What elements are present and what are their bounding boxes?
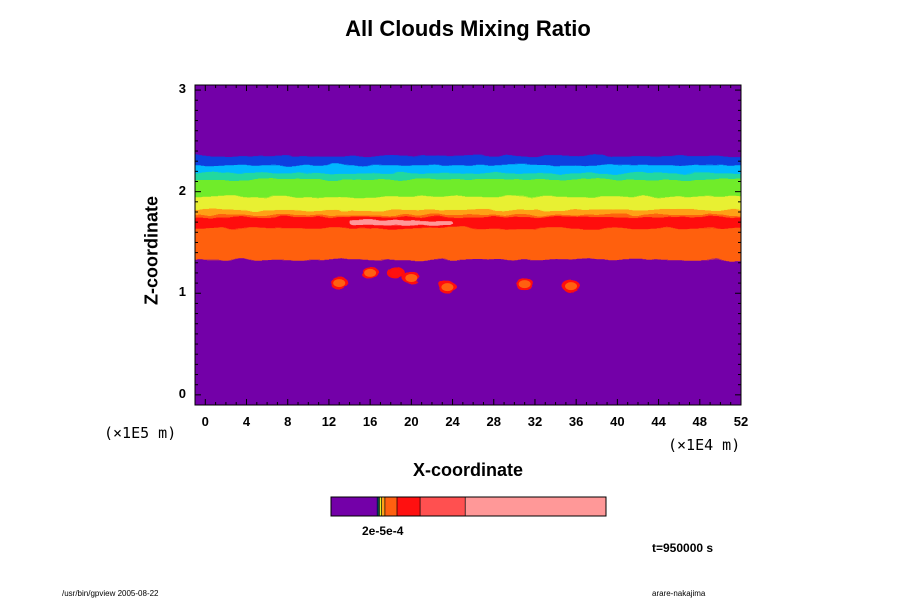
cloud-blob-core bbox=[333, 279, 346, 288]
colorbar-band bbox=[379, 497, 382, 516]
x-axis-label: X-coordinate bbox=[412, 460, 523, 480]
x-tick-label: 40 bbox=[610, 414, 625, 429]
x-scale-label: (×1E4 m) bbox=[668, 436, 741, 454]
colorbar-band bbox=[381, 497, 385, 516]
x-tick-label: 16 bbox=[362, 414, 378, 429]
x-tick-label: 12 bbox=[321, 414, 337, 429]
colorbar-band bbox=[331, 497, 378, 516]
plot-area bbox=[194, 84, 742, 406]
layer-teal bbox=[195, 173, 741, 184]
layer-blue bbox=[195, 156, 741, 168]
time-label: t=950000 s bbox=[652, 541, 714, 555]
colorbar-band bbox=[420, 497, 466, 516]
x-tick-label: 28 bbox=[486, 414, 501, 429]
cloud-blob-core bbox=[389, 268, 402, 277]
colorbar-band bbox=[378, 497, 380, 516]
cloud-blob-core bbox=[518, 280, 531, 289]
colorbar-frame bbox=[330, 496, 607, 517]
colorbar-tick-label: 2e-5e-4 bbox=[362, 524, 404, 538]
y-tick-label: 2 bbox=[178, 182, 186, 198]
x-tick-label: 44 bbox=[651, 414, 666, 429]
colorbar-band bbox=[377, 497, 379, 516]
layer-red bbox=[195, 217, 741, 229]
cloud-blob-core bbox=[565, 282, 578, 291]
cloud-blob-core bbox=[405, 274, 418, 283]
layer-yellow bbox=[195, 196, 741, 212]
y-tick-label: 0 bbox=[178, 385, 186, 401]
layer-green bbox=[195, 179, 741, 202]
x-tick-label: 36 bbox=[568, 414, 584, 429]
colorbar-band bbox=[465, 497, 606, 516]
plot-frame bbox=[194, 84, 742, 406]
x-tick-label: 20 bbox=[404, 414, 419, 429]
x-tick-label: 32 bbox=[527, 414, 543, 429]
cloud-blob-core bbox=[441, 283, 454, 292]
colorbar bbox=[330, 496, 607, 517]
layer-orange_light bbox=[195, 209, 741, 219]
y-scale-label: (×1E5 m) bbox=[104, 424, 177, 442]
x-tick-label: 52 bbox=[733, 414, 749, 429]
x-tick-label: 4 bbox=[242, 414, 251, 429]
x-tick-label: 8 bbox=[284, 414, 292, 429]
y-tick-label: 3 bbox=[178, 81, 186, 97]
cloud-blob-core bbox=[364, 268, 377, 277]
x-tick-label: 24 bbox=[445, 414, 460, 429]
y-axis-label: Z-coordinate bbox=[141, 196, 162, 306]
chart-title: All Clouds Mixing Ratio bbox=[345, 16, 591, 41]
footer-command: /usr/bin/gpview 2005-08-22 bbox=[62, 589, 159, 598]
colorbar-band bbox=[384, 497, 397, 516]
x-tick-label: 0 bbox=[201, 414, 209, 429]
x-tick-label: 48 bbox=[692, 414, 708, 429]
y-tick-label: 1 bbox=[178, 284, 186, 300]
layer-pink bbox=[349, 220, 453, 226]
heatmap-layers bbox=[195, 156, 741, 294]
layer-cyan bbox=[195, 165, 741, 176]
colorbar-band bbox=[397, 497, 421, 516]
footer-author: arare-nakajima bbox=[652, 589, 706, 598]
